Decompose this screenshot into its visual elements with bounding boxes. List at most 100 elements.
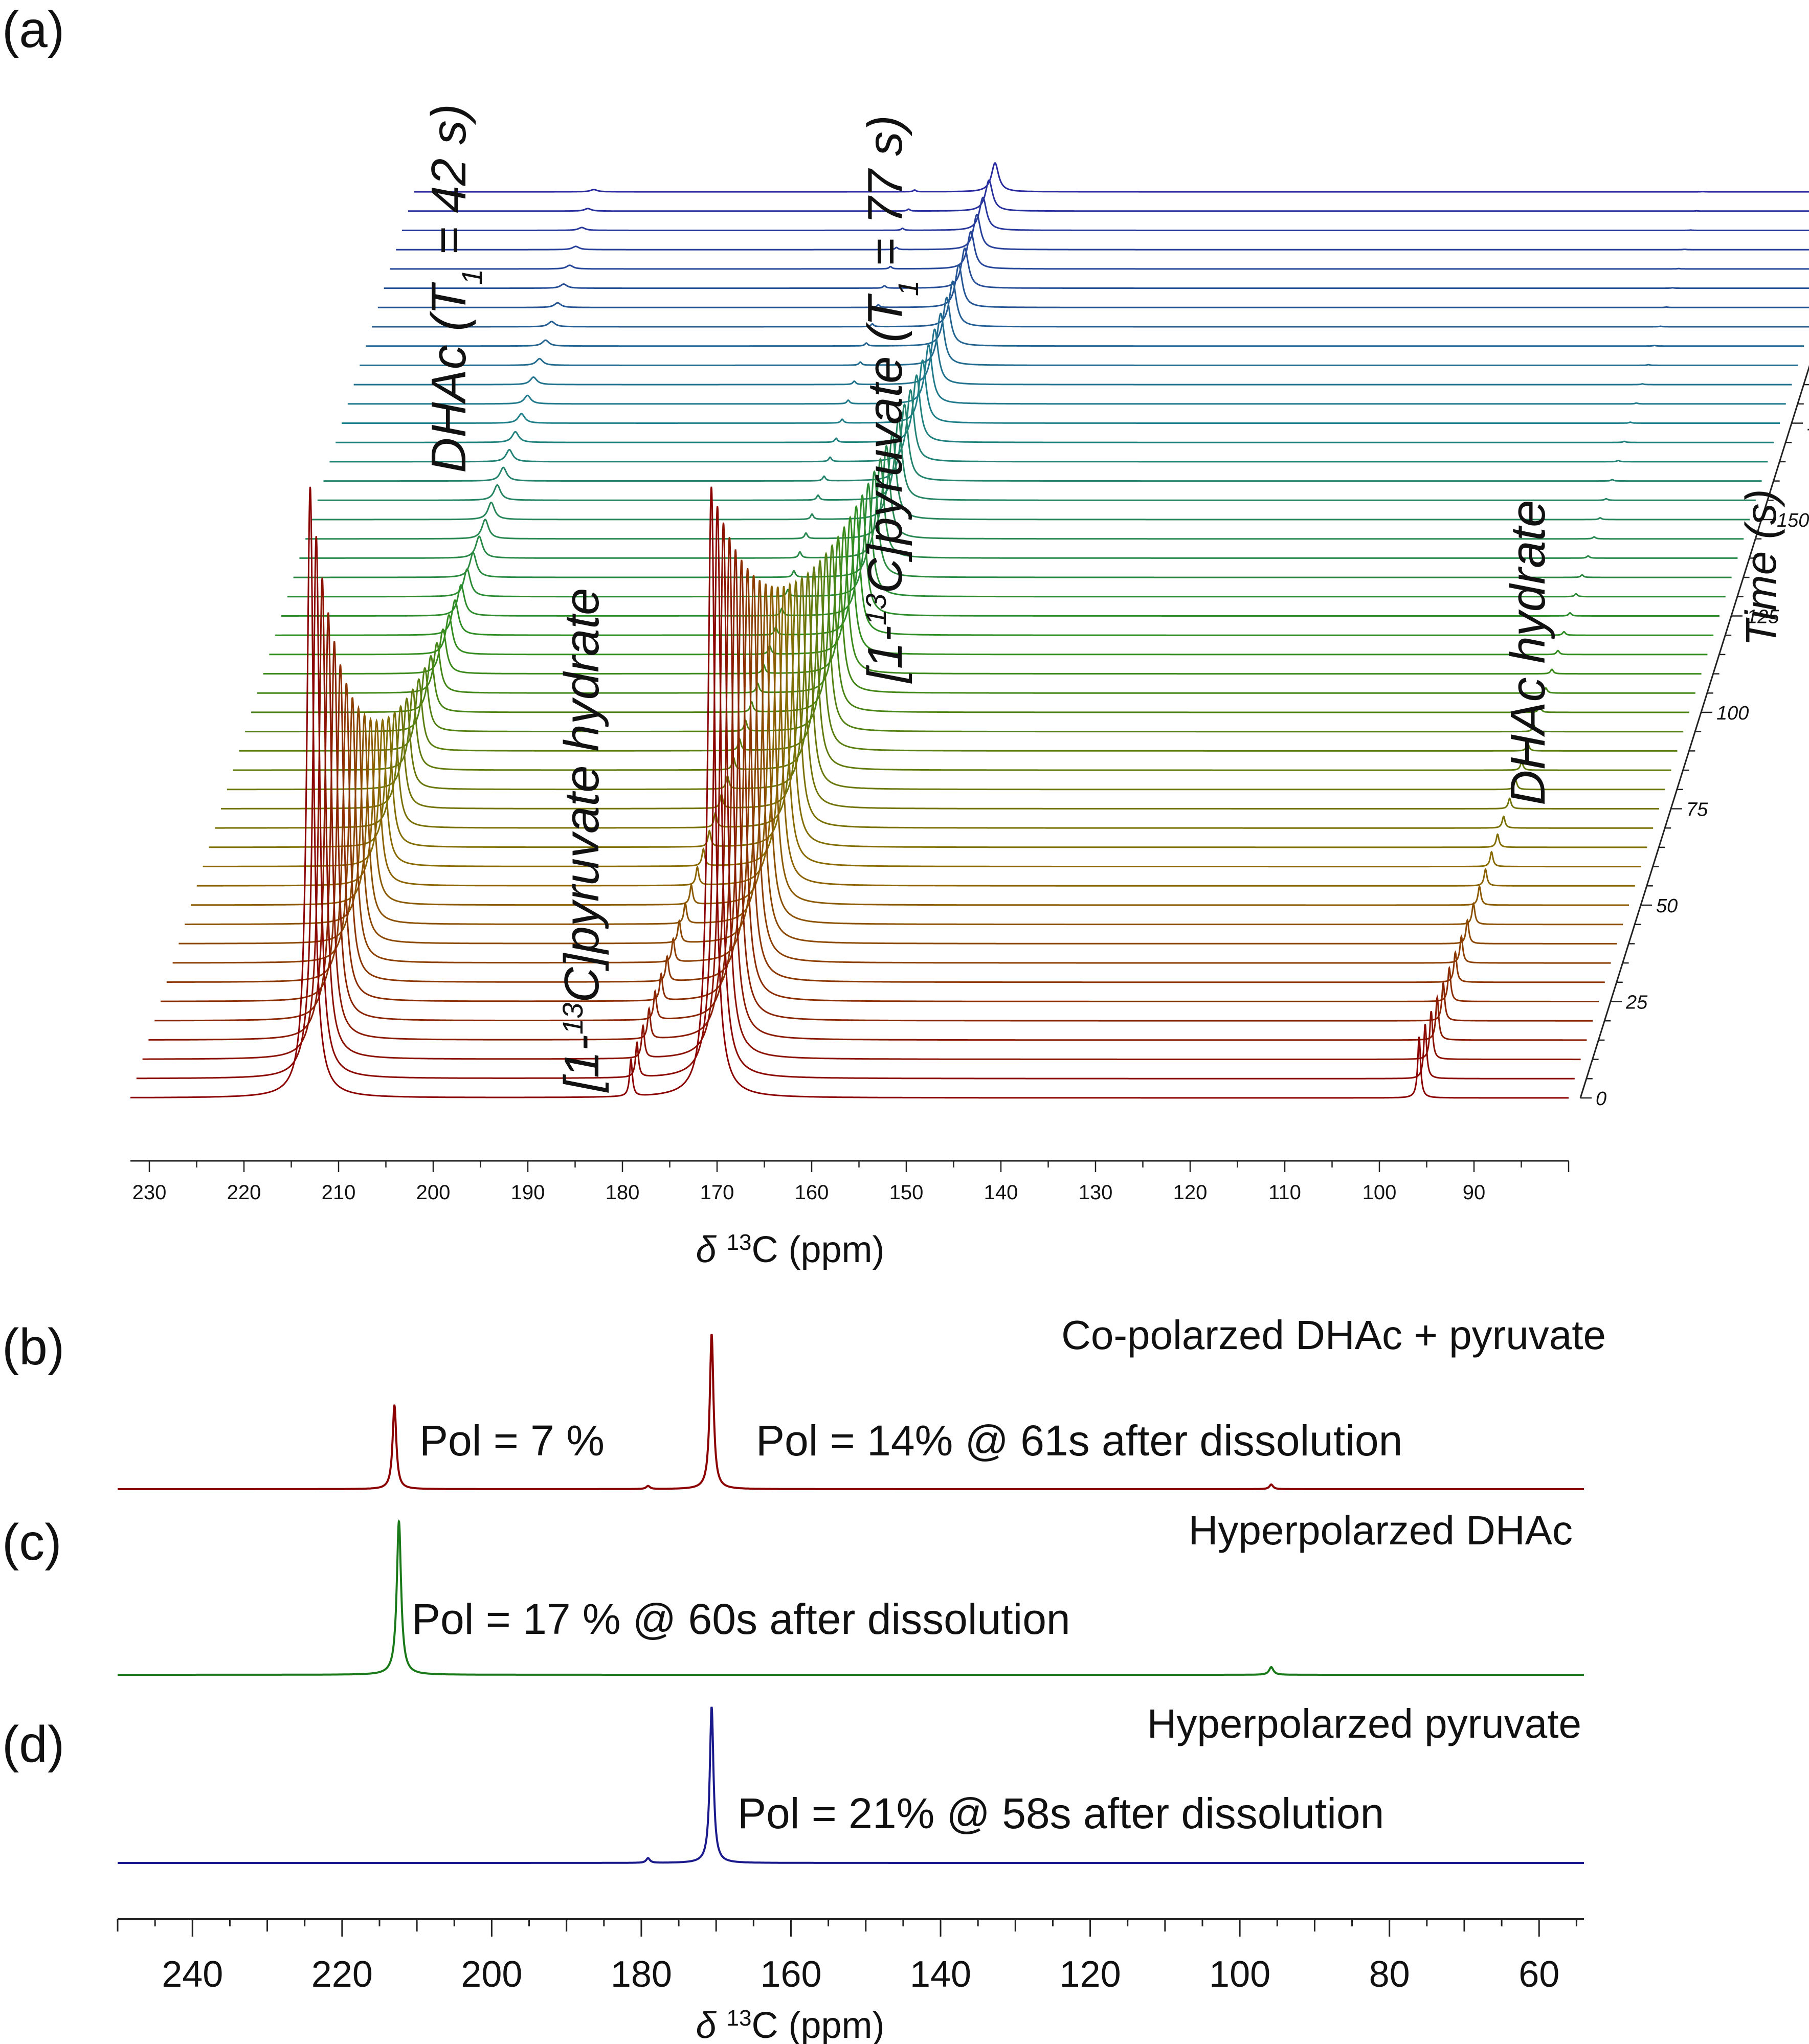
panel-c-annotation: Pol = 17 % @ 60s after dissolution — [412, 1595, 1070, 1643]
ppm-a-tick-label: 100 — [1363, 1181, 1397, 1204]
ppm-a-tick-label: 170 — [700, 1181, 734, 1204]
waterfall-spectrum-135s — [293, 470, 1732, 578]
ppm-a-tick-label: 190 — [511, 1181, 545, 1204]
waterfall-spectrum-80s — [227, 571, 1665, 791]
time-axis-ticks: 0255075100125150175200225 — [1580, 384, 1809, 1110]
time-tick-label: 100 — [1716, 703, 1749, 724]
spectrum-trace-b — [118, 1334, 1584, 1490]
waterfall-spectrum-115s — [269, 515, 1708, 656]
ppm-axis-a-label-sup: 13 — [727, 1230, 752, 1255]
waterfall-spectrum-40s — [178, 580, 1617, 945]
time-axis-label-main: Time — [1737, 539, 1785, 646]
ppm-a-tick-label: 110 — [1268, 1181, 1301, 1204]
waterfall-spectrum-105s — [257, 535, 1695, 694]
label-pyr-t-sub: 1 — [892, 280, 924, 296]
time-axis-label-unit: (s) — [1737, 489, 1785, 539]
waterfall-spectrum-25s — [161, 559, 1599, 1002]
time-tick-label: 125 — [1747, 607, 1779, 628]
label-hyd-post: C]pyruvate hydrate — [554, 588, 609, 1003]
ppm-axis-bottom-label-delta: δ — [696, 2005, 727, 2044]
ppm-axis-bottom-label-sup: 13 — [727, 2006, 752, 2031]
panel-b-title: Co-polarzed DHAc + pyruvate — [1061, 1312, 1606, 1358]
ppm-a-tick-label: 220 — [227, 1181, 261, 1204]
waterfall-spectrum-165s — [329, 389, 1768, 463]
waterfall-spectrum-195s — [366, 296, 1804, 347]
waterfall-spectrum-60s — [203, 586, 1641, 868]
panel-letter-d: (d) — [2, 1716, 64, 1773]
panel-c-title: Hyperpolarzed DHAc — [1189, 1508, 1573, 1553]
waterfall-spectrum-155s — [317, 417, 1756, 501]
waterfall-spectrum-225s — [402, 196, 1809, 231]
ppm-axis-bottom-label: δ 13C (ppm) — [696, 2005, 885, 2044]
ppm-a-tick-label: 180 — [606, 1181, 640, 1204]
label-dhac-pre: DHAc ( — [421, 310, 476, 473]
waterfall-spectrum-230s — [408, 179, 1809, 212]
waterfall-spectrum-125s — [281, 493, 1719, 617]
panel-a-waterfall: 0255075100125150175200225 Time (s) 23022… — [130, 104, 1809, 1270]
waterfall-spectrum-0s — [130, 486, 1569, 1099]
ppm-bottom-tick-label: 140 — [910, 1954, 971, 1995]
label-pyr-t: T — [858, 293, 912, 326]
label-hyd-pre: [1- — [554, 1035, 609, 1093]
ppm-axis-bottom-label-unit: C (ppm) — [751, 2005, 884, 2044]
waterfall-spectrum-185s — [353, 328, 1792, 386]
waterfall-spectrum-45s — [185, 583, 1623, 926]
waterfall-spectrum-215s — [390, 231, 1809, 270]
waterfall-spectrum-130s — [287, 482, 1726, 598]
waterfall-spectrum-85s — [233, 565, 1671, 771]
ppm-bottom-tick-label: 180 — [611, 1954, 672, 1995]
waterfall-spectrum-65s — [209, 581, 1647, 848]
ppm-axis-a-label-delta: δ — [696, 1229, 727, 1270]
time-tick-label: 25 — [1625, 992, 1648, 1014]
waterfall-spectrum-200s — [372, 280, 1809, 328]
panel-letter-c: (c) — [2, 1514, 62, 1571]
time-tick-label: 175 — [1807, 414, 1809, 435]
label-dhac-t1: DHAc (T1 = 42 s) — [421, 104, 488, 473]
waterfall-spectrum-75s — [221, 575, 1659, 810]
panel-letter-b: (b) — [2, 1318, 64, 1376]
waterfall-spectrum-235s — [414, 162, 1809, 193]
label-pyr-mid: C]pyruvate ( — [858, 322, 912, 594]
time-axis-line — [1579, 365, 1809, 1098]
waterfall-spectrum-90s — [239, 558, 1678, 752]
ppm-a-tick-label: 120 — [1173, 1181, 1208, 1204]
label-dhac-val: = 42 s) — [421, 104, 476, 269]
ppm-bottom-tick-label: 160 — [760, 1954, 821, 1995]
waterfall-spectrum-220s — [396, 213, 1809, 251]
label-pyruvate-t1: [1-13C]pyruvate (T1 = 77 s) — [858, 115, 924, 684]
ppm-axis-a-label: δ 13C (ppm) — [696, 1229, 885, 1270]
waterfall-spectrum-15s — [148, 537, 1587, 1041]
panel-d-spectrum: Hyperpolarzed pyruvate Pol = 21% @ 58s a… — [118, 1701, 1584, 1864]
panel-b-annotation-dhac: Pol = 7 % — [419, 1417, 605, 1465]
panel-b-annotation-pyruvate: Pol = 14% @ 61s after dissolution — [756, 1417, 1402, 1465]
ppm-a-tick-label: 140 — [984, 1181, 1018, 1204]
ppm-bottom-tick-label: 220 — [311, 1954, 373, 1995]
spectrum-trace-c — [118, 1519, 1584, 1676]
label-pyr-pre: [1- — [858, 625, 912, 684]
panel-letter-a: (a) — [2, 1, 64, 58]
ppm-axis-a-ticks: 230 220 210 200 190 180 170 160 150 140 130 120 110 1… — [132, 1161, 1570, 1204]
ppm-a-tick-label: 130 — [1079, 1181, 1113, 1204]
panel-b-spectrum: Co-polarzed DHAc + pyruvate Pol = 7 % Po… — [118, 1312, 1606, 1490]
waterfall-spectrum-100s — [251, 544, 1689, 713]
waterfall-spectrum-190s — [360, 312, 1798, 366]
label-pyruvate-hydrate: [1-13C]pyruvate hydrate — [554, 588, 609, 1093]
waterfall-spectrum-170s — [336, 374, 1774, 443]
ppm-bottom-tick-label: 200 — [461, 1954, 522, 1995]
panel-c-spectrum: Hyperpolarzed DHAc Pol = 17 % @ 60s afte… — [118, 1508, 1584, 1676]
waterfall-spectrum-10s — [142, 522, 1581, 1061]
waterfall-spectrum-210s — [384, 247, 1809, 289]
ppm-bottom-tick-label: 240 — [162, 1954, 223, 1995]
label-hyd-sup: 13 — [556, 1003, 589, 1035]
ppm-axis-bottom-ticks: 240 220 200 180 160 140 120 100 80 60 — [117, 1919, 1577, 1995]
waterfall-spectrum-180s — [347, 344, 1786, 405]
waterfall-spectrum-20s — [154, 549, 1593, 1022]
waterfall-spectrum-95s — [245, 551, 1684, 733]
panel-d-title: Hyperpolarzed pyruvate — [1147, 1701, 1581, 1746]
ppm-bottom-tick-label: 100 — [1209, 1954, 1270, 1995]
waterfall-spectrum-70s — [215, 579, 1654, 829]
label-pyr-val: = 77 s) — [858, 115, 912, 280]
ppm-axis-a: 230 220 210 200 190 180 170 160 150 140 130 120 110 1… — [130, 1160, 1570, 1204]
